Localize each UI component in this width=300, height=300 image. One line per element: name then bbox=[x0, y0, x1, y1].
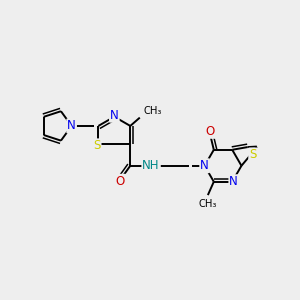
Text: N: N bbox=[230, 175, 238, 188]
Text: CH₃: CH₃ bbox=[143, 106, 162, 116]
Text: CH₃: CH₃ bbox=[199, 199, 217, 209]
Text: N: N bbox=[67, 119, 76, 132]
Text: O: O bbox=[116, 175, 125, 188]
Text: NH: NH bbox=[142, 159, 160, 172]
Text: N: N bbox=[200, 159, 209, 172]
Text: S: S bbox=[93, 139, 100, 152]
Text: N: N bbox=[110, 109, 119, 122]
Text: S: S bbox=[249, 148, 256, 161]
Text: O: O bbox=[206, 125, 215, 138]
